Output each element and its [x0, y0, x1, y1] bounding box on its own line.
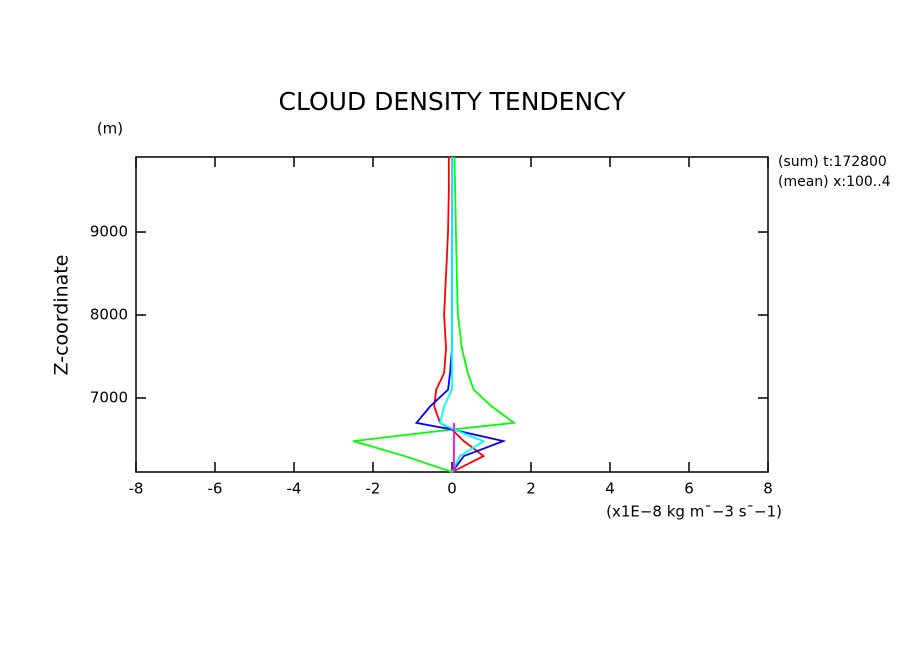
- x-tick-label: 2: [526, 480, 536, 498]
- y-tick-label: 9000: [90, 223, 128, 241]
- x-tick-label: -6: [208, 480, 223, 498]
- x-tick-label: 4: [605, 480, 615, 498]
- y-tick-label: 8000: [90, 305, 128, 323]
- y-unit: (m): [97, 120, 123, 138]
- x-tick-label: -2: [366, 480, 381, 498]
- annotation: (sum) t:172800: [778, 154, 887, 170]
- x-axis-label: (x1E−8 kg m¯−3 s¯−1): [606, 503, 782, 521]
- annotation: (mean) x:100..4: [778, 174, 891, 190]
- chart-title: CLOUD DENSITY TENDENCY: [279, 87, 627, 116]
- x-tick-label: 8: [763, 480, 773, 498]
- profile-line: [433, 157, 486, 473]
- x-tick-label: 0: [447, 480, 457, 498]
- x-tick-label: -4: [287, 480, 302, 498]
- profile-line: [439, 157, 486, 473]
- profile-line: [352, 156, 517, 473]
- x-tick-label: 6: [684, 480, 694, 498]
- y-tick-label: 7000: [90, 388, 128, 406]
- y-axis-label: Z-coordinate: [51, 255, 73, 376]
- x-tick-label: -8: [129, 480, 144, 498]
